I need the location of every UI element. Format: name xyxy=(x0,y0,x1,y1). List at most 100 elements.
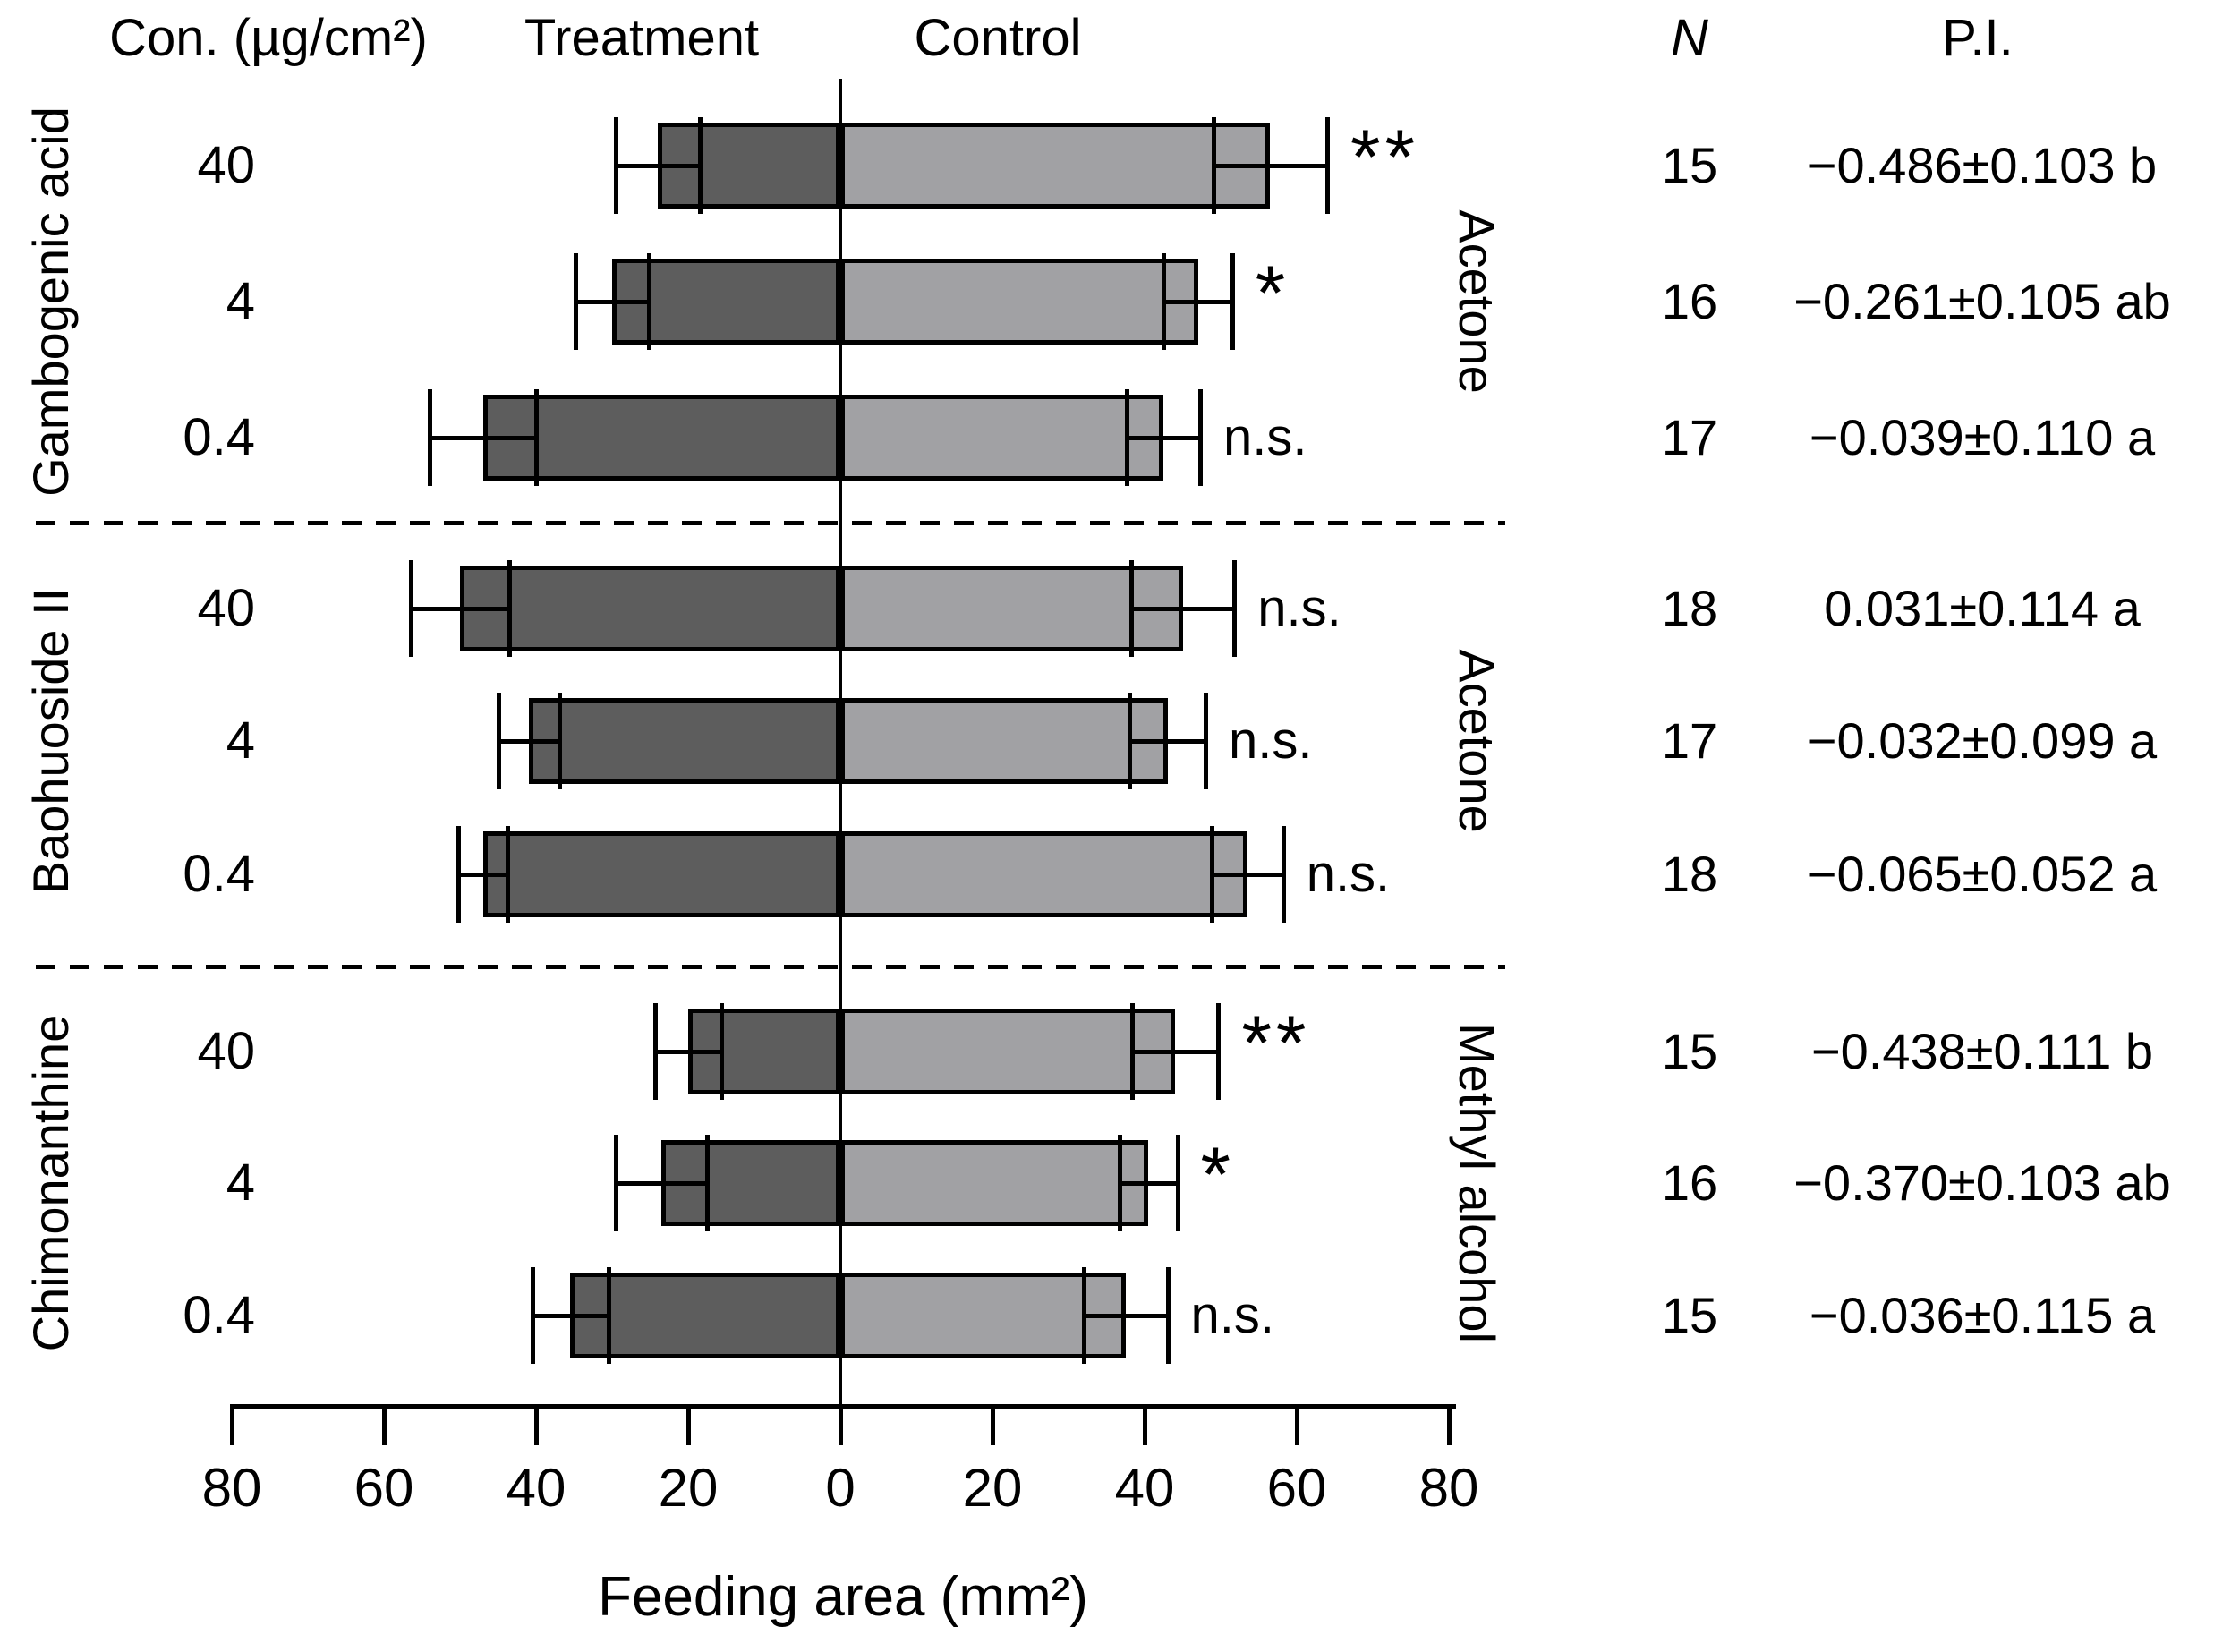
treatment-error-cap-inner xyxy=(557,693,562,789)
treatment-error-line xyxy=(654,1050,722,1054)
treatment-bar xyxy=(528,698,840,784)
significance-label: n.s. xyxy=(1190,1286,1275,1344)
control-error-line xyxy=(1130,607,1235,611)
treatment-error-cap-inner xyxy=(697,117,703,214)
n-value: 17 xyxy=(1661,409,1718,465)
conc-label: 40 xyxy=(197,579,255,637)
treatment-bar xyxy=(570,1273,840,1358)
control-error-line xyxy=(1163,300,1232,304)
significance-label: n.s. xyxy=(1229,711,1313,770)
control-error-cap-outer xyxy=(1325,117,1330,214)
x-axis-tick xyxy=(534,1404,539,1445)
x-axis-line xyxy=(231,1404,1456,1409)
conc-label: 4 xyxy=(226,711,255,770)
treatment-error-cap-outer xyxy=(652,1003,658,1100)
x-axis-tick-label: 60 xyxy=(1266,1458,1327,1518)
significance-label: ** xyxy=(1241,1001,1311,1086)
significance-label: n.s. xyxy=(1257,579,1341,637)
conc-label: 40 xyxy=(197,136,255,194)
control-error-cap-inner xyxy=(1082,1267,1086,1364)
treatment-error-line xyxy=(616,1181,708,1186)
n-value: 15 xyxy=(1661,1023,1718,1079)
treatment-error-line xyxy=(575,300,649,304)
concentration-header: Con. (µg/cm²) xyxy=(109,9,428,67)
conc-label: 0.4 xyxy=(183,845,255,903)
x-axis-tick-label: 20 xyxy=(658,1458,719,1518)
treatment-error-line xyxy=(410,607,510,611)
control-bar xyxy=(840,566,1183,651)
x-axis-tick xyxy=(686,1404,691,1445)
control-header: Control xyxy=(914,9,1082,67)
control-error-cap-outer xyxy=(1198,389,1204,486)
conc-label: 4 xyxy=(226,272,255,330)
control-error-line xyxy=(1211,873,1283,877)
x-axis-tick-label: 40 xyxy=(1114,1458,1175,1518)
treatment-error-cap-inner xyxy=(720,1003,725,1100)
significance-label: n.s. xyxy=(1223,408,1307,466)
x-axis-tick-label: 80 xyxy=(201,1458,262,1518)
significance-label: n.s. xyxy=(1306,845,1391,903)
control-error-line xyxy=(1131,1050,1219,1054)
x-axis-tick xyxy=(839,1404,843,1445)
x-axis-tick xyxy=(1447,1404,1452,1445)
treatment-bar xyxy=(460,566,840,651)
significance-label: ** xyxy=(1350,115,1419,200)
control-error-cap-inner xyxy=(1162,253,1167,350)
significance-label: * xyxy=(1200,1132,1236,1218)
control-bar xyxy=(840,1273,1126,1358)
control-error-cap-outer xyxy=(1216,1003,1222,1100)
treatment-error-cap-inner xyxy=(505,826,510,923)
treatment-bar xyxy=(482,831,840,917)
treatment-error-cap-outer xyxy=(456,826,462,923)
n-value: 16 xyxy=(1661,1154,1718,1211)
solvent-label: Methyl alcohol xyxy=(1449,1023,1505,1343)
group-separator-2 xyxy=(36,965,1505,969)
x-axis-tick xyxy=(1143,1404,1147,1445)
pi-value: −0.370±0.103 ab xyxy=(1793,1154,2171,1211)
treatment-error-cap-inner xyxy=(507,560,513,657)
conc-label: 40 xyxy=(197,1022,255,1080)
x-axis-tick-label: 20 xyxy=(962,1458,1023,1518)
control-error-cap-inner xyxy=(1209,826,1214,923)
treatment-error-cap-inner xyxy=(646,253,651,350)
control-error-cap-outer xyxy=(1232,560,1238,657)
solvent-label: Acetone xyxy=(1449,649,1505,833)
control-error-cap-outer xyxy=(1204,693,1208,789)
x-axis-tick-label: 60 xyxy=(353,1458,414,1518)
x-axis-tick-label: 40 xyxy=(506,1458,566,1518)
pi-value: 0.031±0.114 a xyxy=(1824,580,2141,636)
x-axis-tick-label: 80 xyxy=(1418,1458,1479,1518)
control-error-cap-inner xyxy=(1117,1135,1122,1231)
control-bar xyxy=(840,831,1247,917)
control-error-line xyxy=(1213,164,1327,168)
treatment-error-cap-outer xyxy=(574,253,579,350)
group-separator-1 xyxy=(36,521,1505,525)
control-error-cap-outer xyxy=(1165,1267,1171,1364)
control-error-cap-outer xyxy=(1230,253,1235,350)
control-error-cap-inner xyxy=(1125,389,1130,486)
control-error-line xyxy=(1119,1181,1178,1186)
n-value: 18 xyxy=(1661,580,1718,636)
treatment-error-line xyxy=(532,1314,609,1318)
x-axis-title: Feeding area (mm²) xyxy=(598,1566,1088,1628)
treatment-error-cap-inner xyxy=(534,389,539,486)
conc-label: 0.4 xyxy=(183,408,255,466)
treatment-error-line xyxy=(458,873,507,877)
control-error-cap-outer xyxy=(1175,1135,1180,1231)
control-error-line xyxy=(1127,436,1201,440)
treatment-error-cap-outer xyxy=(614,117,619,214)
treatment-error-cap-outer xyxy=(496,693,501,789)
treatment-bar xyxy=(482,395,840,481)
control-error-line xyxy=(1084,1314,1168,1318)
control-error-cap-inner xyxy=(1211,117,1216,214)
control-bar xyxy=(840,1009,1175,1094)
treatment-error-cap-outer xyxy=(408,560,413,657)
pi-value: −0.032±0.099 a xyxy=(1807,712,2158,769)
n-value: 15 xyxy=(1661,1287,1718,1343)
control-error-cap-outer xyxy=(1281,826,1286,923)
pi-value: −0.438±0.111 b xyxy=(1810,1023,2154,1079)
conc-label: 0.4 xyxy=(183,1286,255,1344)
pi-column-header: P.I. xyxy=(1942,9,2014,67)
